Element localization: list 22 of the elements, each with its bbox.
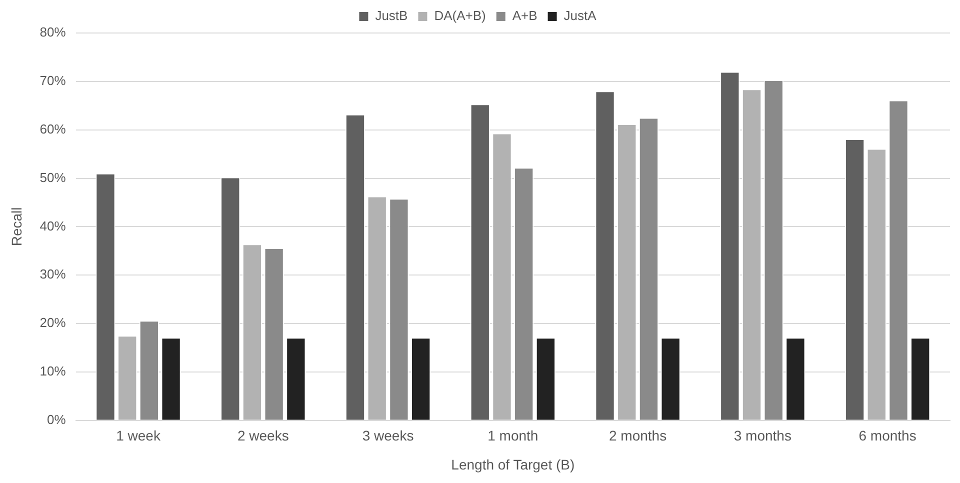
- legend-label: A+B: [512, 8, 538, 24]
- y-tick-label: 30%: [40, 266, 66, 282]
- y-tick-label: 10%: [40, 364, 66, 379]
- y-tick-label: 50%: [40, 170, 66, 185]
- y-tick-label: 20%: [40, 315, 66, 330]
- x-tick-label: 2 months: [608, 428, 667, 444]
- legend-label: JustB: [375, 8, 408, 24]
- x-tick-label: 6 months: [858, 428, 916, 444]
- x-tick-label: 2 weeks: [237, 428, 289, 444]
- legend-label: DA(A+B): [434, 8, 486, 24]
- y-tick-label: 70%: [40, 73, 66, 88]
- y-axis-title: Recall: [8, 207, 24, 246]
- x-axis-title: Length of Target (B): [451, 456, 575, 472]
- y-tick-label: 40%: [40, 218, 66, 234]
- x-tick-label: 1 week: [116, 428, 162, 444]
- x-tick-label: 3 months: [734, 428, 792, 444]
- x-tick-label: 3 weeks: [362, 428, 414, 444]
- x-tick-label: 1 month: [488, 428, 538, 444]
- y-tick-label: 0%: [47, 412, 66, 427]
- y-tick-label: 60%: [40, 121, 66, 136]
- y-tick-label: 80%: [40, 24, 66, 40]
- legend-label: JustA: [564, 8, 597, 24]
